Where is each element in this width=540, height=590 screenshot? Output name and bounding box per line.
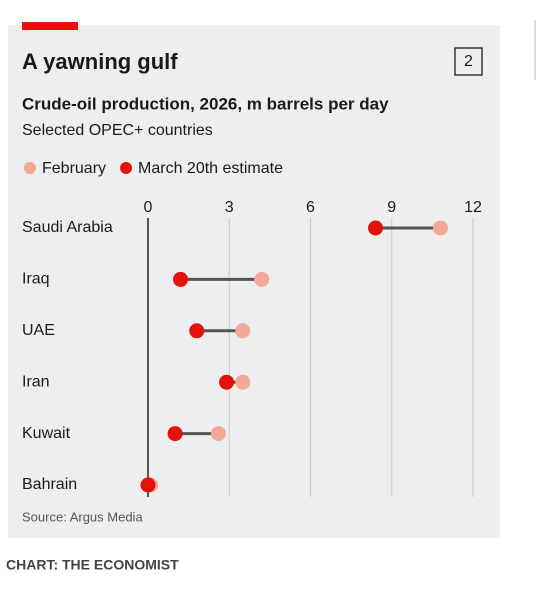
dot [167,426,183,442]
legend-swatch [24,162,36,174]
card [8,25,500,538]
dot [254,271,270,287]
dot [173,271,188,287]
dot [210,426,226,442]
y-tick-label: Kuwait [22,425,71,442]
x-tick-label: 9 [387,199,396,216]
legend-label: March 20th estimate [138,160,283,177]
y-tick-label: Bahrain [22,476,77,493]
subtitle-2: Selected OPEC+ countries [22,122,213,139]
dot [433,220,448,236]
dot [368,220,383,236]
x-tick-label: 12 [464,199,482,216]
badge-box [454,47,483,76]
chart-title: A yawning gulf [22,49,178,74]
y-tick-label: Saudi Arabia [22,219,113,236]
dot [140,477,156,493]
subtitle: Crude-oil production, 2026, m barrels pe… [22,94,389,113]
source: Source: Argus Media [22,509,143,524]
legend-label: February [42,160,106,177]
dot [219,374,235,390]
x-tick-label: 6 [306,199,315,216]
accent-bar [22,22,78,30]
y-tick-label: Iran [22,373,50,390]
x-tick-label: 0 [144,199,153,216]
x-tick-label: 3 [225,199,234,216]
dot [235,323,251,339]
y-tick-label: UAE [22,322,55,339]
legend-swatch [120,162,133,174]
badge: 2 [464,53,473,70]
dot [235,374,251,390]
dot [189,323,205,339]
y-tick-label: Iraq [22,271,50,288]
credit: CHART: THE ECONOMIST [6,557,179,573]
